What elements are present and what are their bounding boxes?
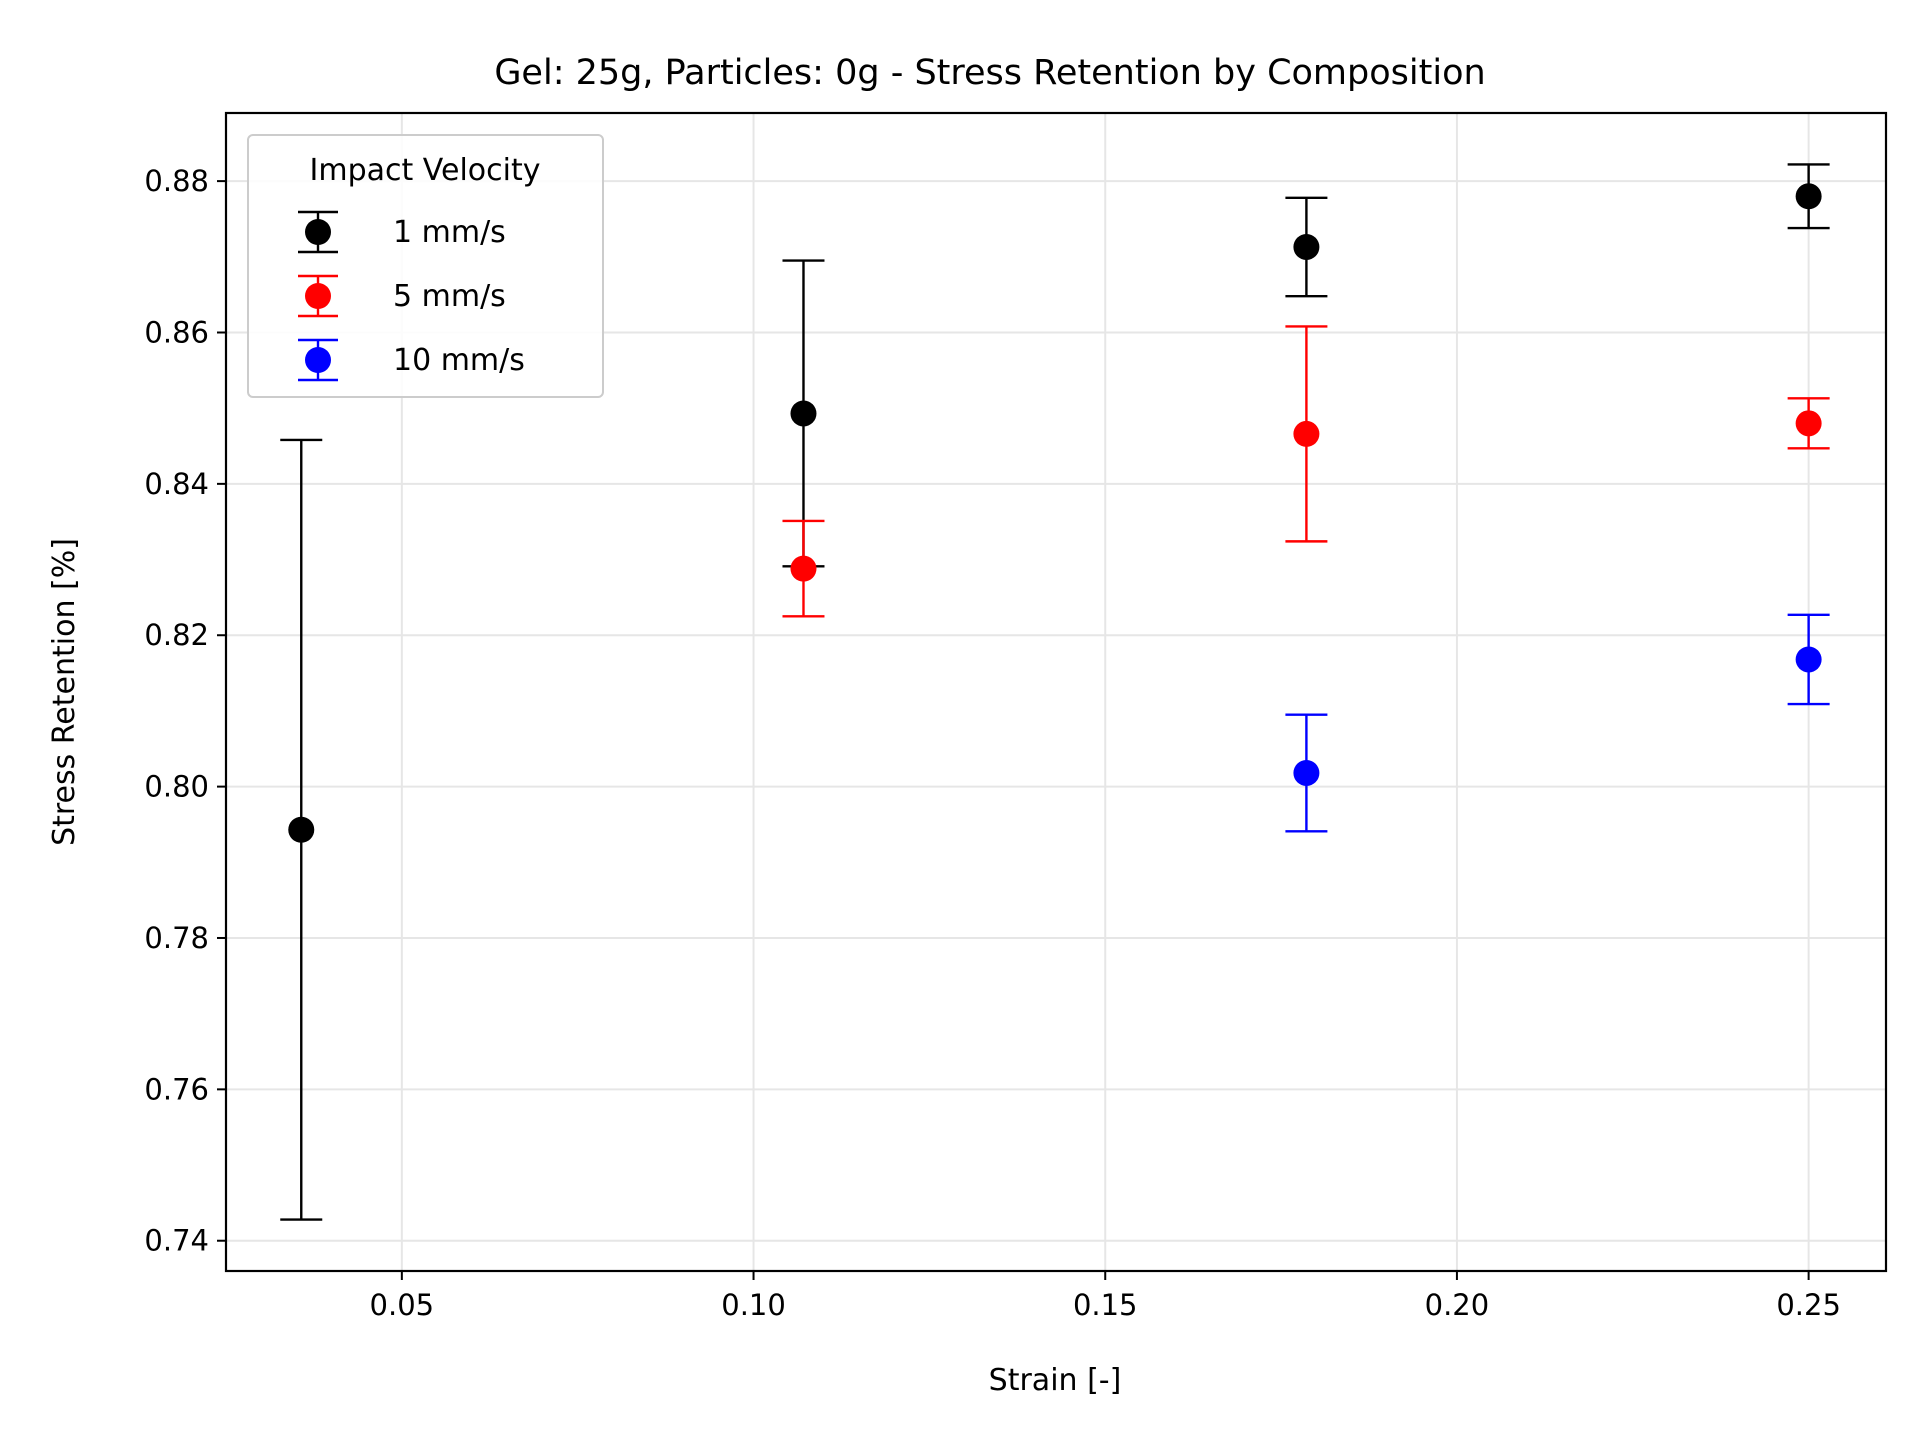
y-tick-label: 0.76 <box>144 1072 209 1106</box>
chart-title: Gel: 25g, Particles: 0g - Stress Retenti… <box>494 53 1485 93</box>
data-point <box>288 816 315 843</box>
data-point <box>790 400 817 427</box>
x-tick-label: 0.15 <box>1073 1288 1138 1322</box>
data-point <box>1293 420 1320 447</box>
legend-marker <box>305 219 331 245</box>
data-point <box>1293 759 1320 786</box>
legend-title: Impact Velocity <box>310 153 541 188</box>
data-point <box>790 555 817 582</box>
data-point <box>1293 233 1320 260</box>
legend-marker <box>305 347 331 373</box>
x-tick-label: 0.05 <box>370 1288 435 1322</box>
legend-entry: 1 mm/s <box>298 210 506 254</box>
series-2 <box>782 325 1830 618</box>
legend-marker <box>305 283 331 309</box>
data-layer <box>280 163 1830 1221</box>
y-tick-label: 0.82 <box>144 618 209 652</box>
y-axis-label: Stress Retention [%] <box>47 538 82 846</box>
y-tick-label: 0.86 <box>144 315 209 349</box>
y-tick-label: 0.80 <box>144 770 209 804</box>
legend-label: 1 mm/s <box>393 215 506 250</box>
legend: Impact Velocity 1 mm/s 5 mm/s 10 mm/s <box>247 134 604 398</box>
data-point <box>1795 410 1822 437</box>
legend-label: 10 mm/s <box>393 343 525 378</box>
legend-entry: 5 mm/s <box>298 274 506 318</box>
legend-entries: 1 mm/s 5 mm/s 10 mm/s <box>298 210 525 382</box>
plot-frame <box>224 111 1888 1273</box>
y-tick-label: 0.74 <box>144 1224 209 1258</box>
x-tick-label: 0.25 <box>1776 1288 1841 1322</box>
y-tick-label: 0.88 <box>144 164 209 198</box>
y-tick-label: 0.84 <box>144 467 209 501</box>
x-axis-label: Strain [-] <box>989 1363 1122 1398</box>
y-axis: 0.74 0.76 0.78 0.80 0.82 0.84 0.86 0.88 <box>144 164 226 1258</box>
y-tick-label: 0.78 <box>144 921 209 955</box>
series-1 <box>280 163 1830 1221</box>
data-point <box>1795 646 1822 673</box>
series-3 <box>1285 613 1830 833</box>
data-point <box>1795 183 1822 210</box>
x-tick-label: 0.10 <box>721 1288 786 1322</box>
legend-box <box>247 134 604 398</box>
legend-label: 5 mm/s <box>393 279 506 314</box>
legend-entry: 10 mm/s <box>298 338 525 382</box>
x-axis: 0.05 0.10 0.15 0.20 0.25 <box>370 1271 1841 1322</box>
x-tick-label: 0.20 <box>1425 1288 1490 1322</box>
